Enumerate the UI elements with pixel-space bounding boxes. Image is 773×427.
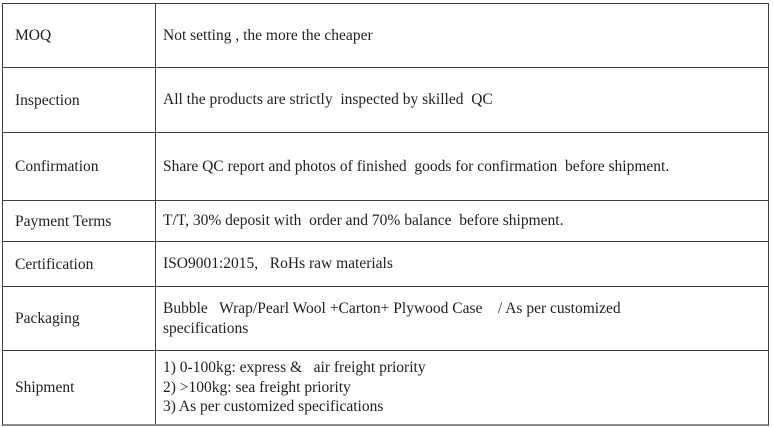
row-label-certification: Certification (3, 242, 156, 286)
table-row-certification: Certification ISO9001:2015, RoHs raw mat… (3, 242, 768, 287)
row-value-line: Share QC report and photos of finished g… (163, 157, 670, 175)
table-row-inspection: Inspection All the products are strictly… (3, 68, 768, 133)
table-row-packaging: Packaging Bubble Wrap/Pearl Wool +Carton… (3, 287, 768, 351)
row-label-moq: MOQ (3, 4, 156, 67)
row-value-line: specifications (163, 319, 249, 337)
table-row-moq: MOQ Not setting , the more the cheaper (3, 4, 768, 68)
row-label-payment-terms: Payment Terms (3, 201, 156, 241)
row-value-shipment: 1) 0-100kg: express & air freight priori… (156, 351, 768, 424)
row-label-confirmation: Confirmation (3, 133, 156, 200)
supplier-terms-table: MOQ Not setting , the more the cheaper I… (2, 3, 769, 426)
row-value-line: T/T, 30% deposit with order and 70% bala… (163, 212, 564, 230)
row-value-packaging: Bubble Wrap/Pearl Wool +Carton+ Plywood … (156, 287, 768, 350)
row-value-line: 3) As per customized specifications (163, 398, 384, 416)
row-label-shipment: Shipment (3, 351, 156, 424)
row-value-line: 2) >100kg: sea freight priority (163, 378, 351, 396)
row-value-line: Not setting , the more the cheaper (163, 26, 373, 44)
row-value-certification: ISO9001:2015, RoHs raw materials (156, 242, 768, 286)
row-value-line: 1) 0-100kg: express & air freight priori… (163, 359, 426, 377)
table-row-confirmation: Confirmation Share QC report and photos … (3, 133, 768, 201)
row-value-inspection: All the products are strictly inspected … (156, 68, 768, 132)
row-value-line: All the products are strictly inspected … (163, 91, 493, 109)
row-value-moq: Not setting , the more the cheaper (156, 4, 768, 67)
row-value-line: ISO9001:2015, RoHs raw materials (163, 255, 393, 273)
row-label-inspection: Inspection (3, 68, 156, 132)
row-value-payment-terms: T/T, 30% deposit with order and 70% bala… (156, 201, 768, 241)
table-row-shipment: Shipment 1) 0-100kg: express & air freig… (3, 351, 768, 424)
row-value-confirmation: Share QC report and photos of finished g… (156, 133, 768, 200)
row-label-packaging: Packaging (3, 287, 156, 350)
table-row-payment-terms: Payment Terms T/T, 30% deposit with orde… (3, 201, 768, 242)
row-value-line: Bubble Wrap/Pearl Wool +Carton+ Plywood … (163, 300, 621, 317)
